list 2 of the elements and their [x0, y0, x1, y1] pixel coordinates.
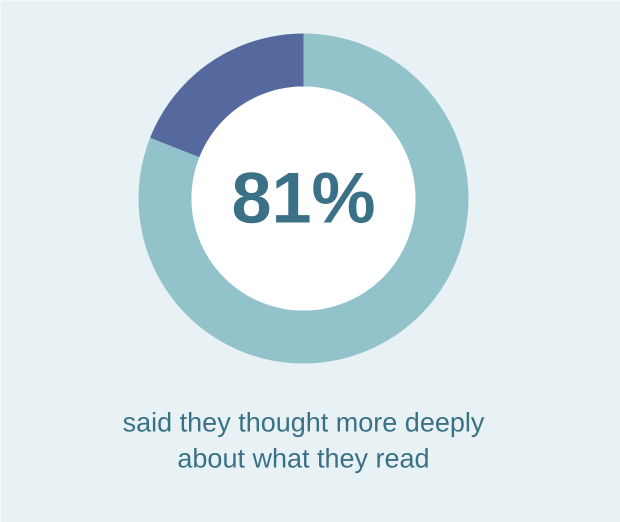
- text: said they thought more deeply about what they read: [122, 408, 485, 474]
- text: 81%: [231, 158, 376, 238]
